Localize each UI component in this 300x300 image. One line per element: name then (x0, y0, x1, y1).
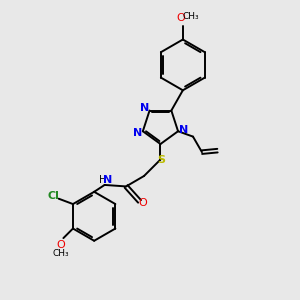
Text: Cl: Cl (47, 191, 59, 201)
Text: N: N (133, 128, 142, 138)
Text: N: N (178, 125, 188, 135)
Text: CH₃: CH₃ (53, 248, 69, 257)
Text: CH₃: CH₃ (183, 12, 200, 21)
Text: O: O (139, 198, 148, 208)
Text: O: O (57, 240, 65, 250)
Text: O: O (176, 13, 185, 23)
Text: H: H (99, 175, 107, 184)
Text: N: N (103, 175, 112, 184)
Text: N: N (140, 103, 149, 113)
Text: S: S (157, 155, 165, 165)
